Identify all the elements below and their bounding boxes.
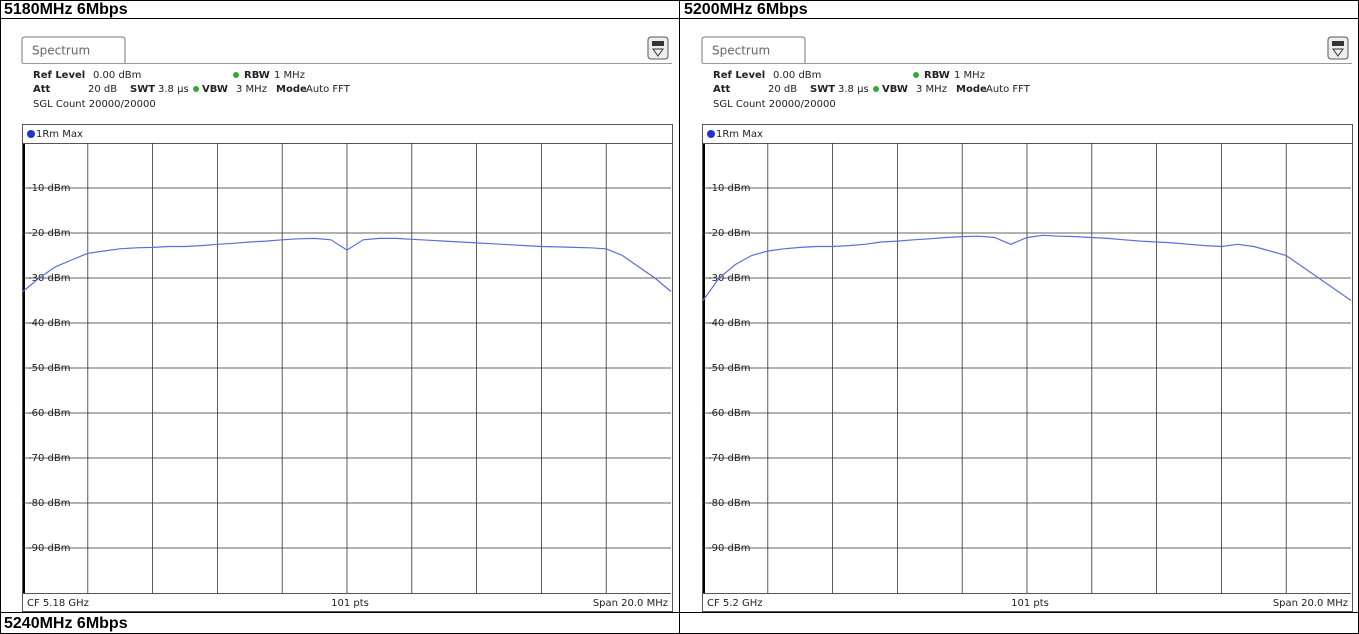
- setting-text: 0.00 dBm: [93, 70, 141, 81]
- footer-right: Span 20.0 MHz: [593, 598, 668, 609]
- setting-text: SWT: [810, 84, 835, 95]
- cell-title: 5180MHz 6Mbps: [4, 1, 128, 18]
- legend-label: 1Rm Max: [36, 129, 83, 140]
- y-tick-label: -80 dBm: [708, 498, 750, 509]
- setting-text: 1 MHz: [274, 70, 305, 81]
- status-dot: [233, 72, 239, 78]
- y-tick-label: -20 dBm: [708, 228, 750, 239]
- setting-text: RBW: [924, 70, 950, 81]
- cell-title: 5200MHz 6Mbps: [684, 1, 808, 18]
- cell-title: 5240MHz 6Mbps: [4, 615, 128, 632]
- y-tick-label: -50 dBm: [28, 363, 70, 374]
- footer-center: 101 pts: [331, 598, 369, 609]
- y-tick-label: -40 dBm: [28, 318, 70, 329]
- setting-text: 20 dB: [768, 84, 797, 95]
- setting-text: Att: [713, 84, 731, 95]
- menu-icon-arrow: [1332, 48, 1344, 57]
- y-tick-label: -20 dBm: [28, 228, 70, 239]
- y-tick-label: -10 dBm: [708, 183, 750, 194]
- setting-text: 20 dB: [88, 84, 117, 95]
- y-tick-label: -90 dBm: [708, 543, 750, 554]
- setting-text: Auto FFT: [306, 84, 351, 95]
- tab-label: Spectrum: [32, 44, 90, 58]
- y-tick-label: -70 dBm: [708, 453, 750, 464]
- legend-label: 1Rm Max: [716, 129, 763, 140]
- setting-text: Mode: [956, 84, 987, 95]
- y-tick-label: -30 dBm: [28, 273, 70, 284]
- setting-text: Att: [33, 84, 51, 95]
- trace: [702, 234, 1352, 301]
- legend-dot: [707, 130, 715, 138]
- setting-text: RBW: [244, 70, 270, 81]
- y-tick-label: -50 dBm: [708, 363, 750, 374]
- setting-text: 0.00 dBm: [773, 70, 821, 81]
- setting-text: 3 MHz: [916, 84, 947, 95]
- setting-text: 3.8 µs: [158, 84, 189, 95]
- setting-text: VBW: [882, 84, 908, 95]
- menu-icon-bar: [1332, 41, 1344, 46]
- y-tick-label: -40 dBm: [708, 318, 750, 329]
- tab: [701, 36, 806, 63]
- menu-icon-arrow: [652, 48, 664, 57]
- y-tick-label: -10 dBm: [28, 183, 70, 194]
- tab-label: Spectrum: [712, 44, 770, 58]
- setting-text: SGL Count 20000/20000: [33, 99, 156, 110]
- status-dot: [193, 86, 199, 92]
- y-tick-label: -70 dBm: [28, 453, 70, 464]
- setting-text: Ref Level: [713, 70, 765, 81]
- y-tick-label: -30 dBm: [708, 273, 750, 284]
- status-dot: [913, 72, 919, 78]
- footer-left: CF 5.18 GHz: [27, 598, 89, 609]
- y-tick-label: -60 dBm: [708, 408, 750, 419]
- y-tick-label: -90 dBm: [28, 543, 70, 554]
- legend-dot: [27, 130, 35, 138]
- setting-text: Ref Level: [33, 70, 85, 81]
- setting-text: SWT: [130, 84, 155, 95]
- setting-text: Mode: [276, 84, 307, 95]
- y-tick-label: -80 dBm: [28, 498, 70, 509]
- setting-text: SGL Count 20000/20000: [713, 99, 836, 110]
- tab: [21, 36, 126, 63]
- setting-text: 3.8 µs: [838, 84, 869, 95]
- footer-left: CF 5.2 GHz: [707, 598, 763, 609]
- trace: [22, 237, 672, 292]
- setting-text: 3 MHz: [236, 84, 267, 95]
- setting-text: VBW: [202, 84, 228, 95]
- y-tick-label: -60 dBm: [28, 408, 70, 419]
- setting-text: Auto FFT: [986, 84, 1031, 95]
- footer-center: 101 pts: [1011, 598, 1049, 609]
- menu-icon-bar: [652, 41, 664, 46]
- footer-right: Span 20.0 MHz: [1273, 598, 1348, 609]
- status-dot: [873, 86, 879, 92]
- setting-text: 1 MHz: [954, 70, 985, 81]
